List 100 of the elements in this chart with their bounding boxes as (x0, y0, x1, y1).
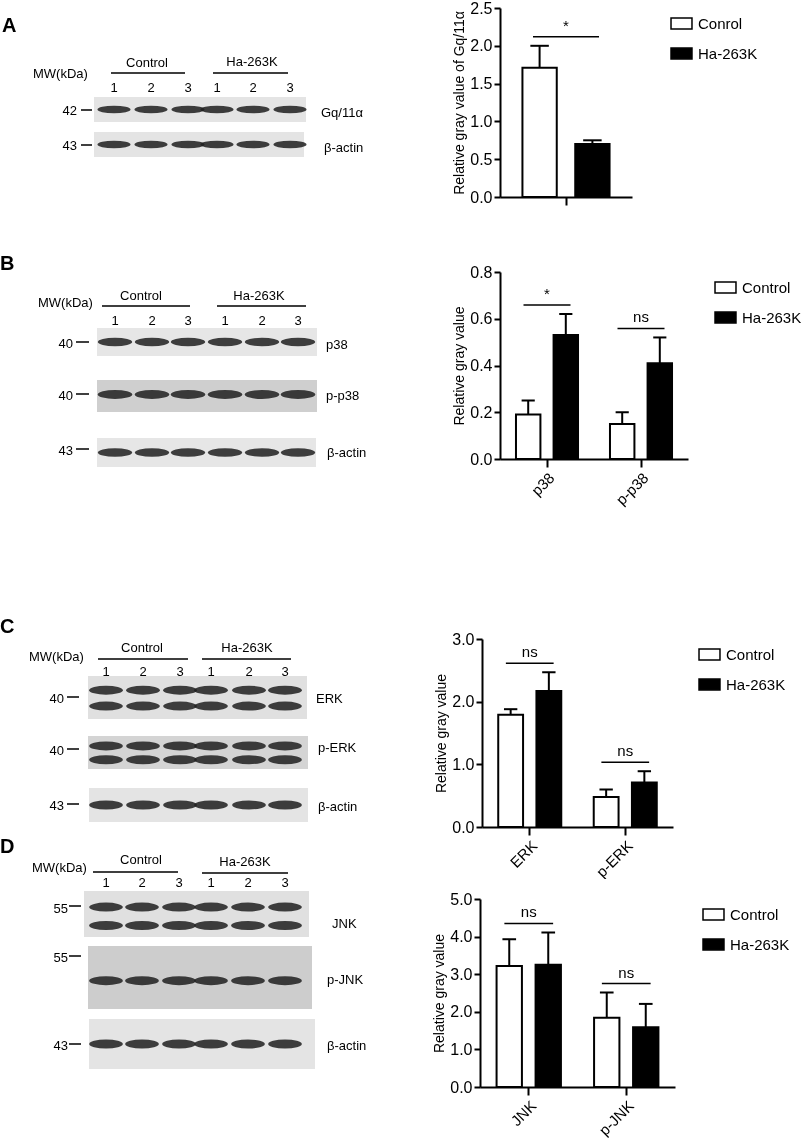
text: 3 (281, 663, 289, 679)
text: MW(kDa) (38, 294, 93, 310)
text: 2 (148, 312, 156, 328)
text: 3 (294, 312, 302, 328)
legend-label: Ha-263K (726, 675, 786, 693)
text: Gq/11α (321, 104, 363, 120)
text: β-actin (318, 798, 358, 814)
y-tick-label: 1.0 (470, 112, 493, 130)
legend-label: Control (742, 278, 791, 296)
legend-label: Ha-263K (742, 308, 802, 326)
legend-label: Control (726, 645, 775, 663)
y-axis-title: Relative gray value of Gq/11α (451, 11, 468, 195)
text: 40 (58, 387, 73, 403)
y-tick-label: 0.0 (450, 1078, 473, 1096)
y-tick-label: 0.6 (470, 310, 493, 328)
text: ERK (316, 690, 343, 706)
annotation: ns (633, 308, 649, 326)
text: 2 (138, 874, 146, 890)
text: 1 (110, 79, 118, 95)
text: 2 (244, 874, 252, 890)
y-tick-label: 0.4 (470, 357, 493, 374)
text: 43 (53, 1037, 68, 1053)
annotation: ns (521, 643, 538, 661)
text: 2 (245, 663, 253, 679)
text: p-ERK (318, 739, 357, 755)
y-axis-title: Relative gray value (451, 306, 468, 426)
text: Ha-263K (221, 639, 273, 655)
annotation: ns (617, 742, 634, 760)
text: Control (120, 851, 162, 867)
text: 3 (175, 874, 183, 890)
text: Ha-263K (233, 287, 285, 303)
y-axis-title: Relative gray value (433, 673, 450, 794)
text: C (0, 615, 15, 637)
y-tick-label: 0.0 (470, 188, 493, 206)
text: β-actin (327, 444, 367, 460)
text: 3 (184, 312, 192, 328)
text: 2 (258, 312, 266, 328)
text: MW(kDa) (32, 859, 87, 875)
annotation: ns (520, 903, 537, 921)
text: 1 (207, 874, 215, 890)
text: MW(kDa) (29, 648, 84, 664)
text: Ha-263K (219, 853, 271, 869)
y-tick-label: 0.0 (452, 818, 475, 836)
text: 42 (62, 102, 77, 118)
text: p-p38 (326, 387, 360, 403)
y-tick-label: 0.8 (470, 263, 493, 281)
legend-label: Control (730, 905, 779, 923)
text: Control (121, 639, 163, 655)
text: 2 (139, 663, 147, 679)
y-tick-label: 1.0 (450, 1040, 473, 1058)
text: 3 (176, 663, 184, 679)
y-tick-label: 3.0 (450, 965, 473, 983)
text: β-actin (324, 139, 364, 155)
y-tick-label: 5.0 (450, 890, 473, 908)
y-axis-title: Relative gray value (431, 933, 448, 1054)
text: Ha-263K (226, 53, 278, 69)
text: 55 (53, 900, 68, 916)
text: 1 (207, 663, 215, 679)
y-tick-label: 2.0 (450, 1003, 473, 1021)
text: β-actin (327, 1037, 367, 1053)
text: Control (120, 287, 162, 303)
text: 1 (213, 79, 221, 95)
text: p-JNK (327, 971, 364, 987)
text: 3 (286, 79, 294, 95)
text: 40 (49, 690, 64, 706)
y-tick-label: 1.0 (452, 755, 475, 773)
text: JNK (332, 915, 357, 931)
y-tick-label: 2.0 (452, 693, 475, 711)
text: 3 (281, 874, 289, 890)
text: 40 (58, 335, 73, 351)
text: 1 (221, 312, 229, 328)
y-tick-label: 0.5 (470, 150, 493, 168)
y-tick-label: 1.5 (470, 75, 493, 93)
legend-label: Ha-263K (698, 44, 758, 62)
legend-label: Ha-263K (730, 935, 790, 953)
y-tick-label: 3.0 (452, 630, 475, 648)
y-tick-label: 2.5 (470, 0, 493, 17)
y-tick-label: 2.0 (470, 37, 493, 55)
text: 43 (49, 797, 64, 813)
text: 43 (58, 442, 73, 458)
text: 40 (49, 742, 64, 758)
text: Control (126, 54, 168, 70)
annotation: * (563, 16, 570, 34)
text: A (2, 14, 17, 36)
y-tick-label: 0.0 (470, 450, 493, 468)
text: MW(kDa) (33, 65, 88, 81)
text: 2 (249, 79, 257, 95)
y-tick-label: 4.0 (450, 928, 473, 946)
annotation: * (544, 285, 551, 303)
text: 3 (184, 79, 192, 95)
text: 43 (62, 137, 77, 153)
legend-label: Conrol (698, 14, 743, 32)
text: 1 (111, 312, 119, 328)
text: B (0, 252, 15, 274)
annotation: ns (618, 963, 635, 981)
text: 2 (147, 79, 155, 95)
text: D (0, 835, 15, 857)
text: 1 (102, 874, 110, 890)
text: 55 (53, 949, 68, 965)
text: p38 (326, 336, 348, 352)
